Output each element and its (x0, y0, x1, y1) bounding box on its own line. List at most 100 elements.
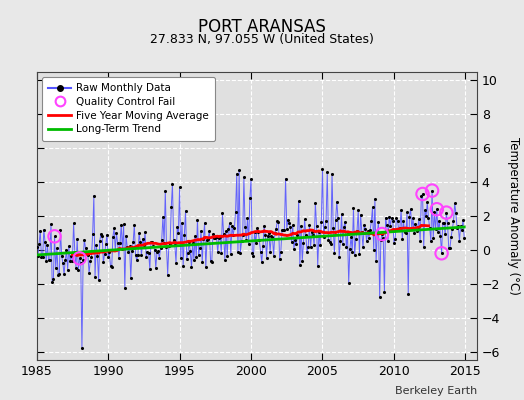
Point (264, 233, 272, 239)
Point (118, 246, 127, 252)
Point (360, 222, 368, 228)
Point (397, 207, 405, 213)
Point (237, 238, 246, 245)
Point (363, 238, 371, 244)
Point (447, 234, 455, 240)
Point (48, 279, 57, 286)
Point (125, 243, 134, 250)
Point (69, 220, 78, 226)
Point (407, 206, 415, 212)
Point (132, 252, 140, 258)
Point (228, 223, 236, 230)
Point (98, 232, 106, 239)
Point (195, 245, 204, 251)
Point (310, 242, 319, 248)
Point (173, 224, 181, 230)
Point (330, 250, 339, 256)
Point (158, 236, 166, 243)
Point (249, 253, 258, 259)
Point (77, 260, 85, 267)
Point (341, 218, 350, 225)
Point (117, 222, 125, 228)
Point (226, 250, 235, 257)
Point (123, 244, 132, 250)
Point (321, 224, 329, 230)
Point (94, 277, 103, 284)
Point (110, 225, 118, 232)
Point (148, 239, 156, 246)
Point (340, 224, 348, 230)
Point (285, 219, 293, 226)
Point (47, 221, 55, 228)
Point (433, 206, 441, 212)
Point (438, 250, 446, 256)
Point (359, 244, 367, 250)
Point (75, 255, 84, 262)
Point (315, 229, 323, 236)
Point (85, 270, 93, 276)
Point (387, 215, 396, 221)
Point (168, 181, 177, 187)
Point (451, 200, 459, 207)
Point (402, 229, 410, 236)
Point (355, 251, 364, 258)
Point (165, 242, 173, 249)
Point (460, 235, 468, 241)
Point (316, 242, 324, 248)
Text: Berkeley Earth: Berkeley Earth (395, 386, 477, 396)
Point (381, 214, 390, 221)
Point (160, 240, 168, 246)
Point (134, 252, 142, 258)
Point (133, 256, 141, 263)
Point (456, 223, 465, 229)
Point (390, 240, 398, 246)
Point (37, 254, 46, 260)
Point (400, 229, 409, 236)
Point (182, 256, 191, 262)
Point (287, 238, 296, 245)
Point (211, 235, 220, 242)
Point (140, 242, 148, 249)
Point (222, 228, 230, 234)
Point (299, 240, 308, 246)
Point (56, 227, 64, 233)
Point (278, 226, 286, 233)
Point (389, 217, 397, 224)
Point (258, 259, 266, 265)
Point (369, 247, 378, 254)
Point (216, 234, 224, 240)
Point (187, 264, 195, 270)
Legend: Raw Monthly Data, Quality Control Fail, Five Year Moving Average, Long-Term Tren: Raw Monthly Data, Quality Control Fail, … (42, 77, 215, 141)
Point (176, 184, 184, 190)
Point (236, 250, 245, 256)
Point (145, 249, 153, 256)
Point (418, 191, 427, 197)
Point (284, 217, 292, 223)
Point (431, 226, 440, 233)
Point (365, 234, 373, 241)
Point (104, 254, 112, 260)
Point (119, 221, 128, 228)
Point (425, 225, 434, 231)
Point (60, 271, 68, 277)
Point (49, 276, 58, 282)
Point (457, 227, 466, 233)
Point (67, 253, 75, 260)
Point (78, 345, 86, 351)
Point (441, 231, 450, 238)
Point (286, 224, 294, 230)
Point (51, 265, 60, 272)
Point (210, 234, 219, 241)
Point (199, 236, 208, 243)
Point (234, 249, 242, 255)
Point (350, 205, 358, 211)
Point (151, 264, 160, 271)
Point (178, 220, 186, 226)
Point (215, 235, 223, 242)
Point (361, 226, 369, 232)
Point (411, 220, 420, 227)
Point (223, 253, 232, 259)
Point (180, 232, 189, 238)
Point (376, 294, 384, 300)
Point (185, 239, 193, 246)
